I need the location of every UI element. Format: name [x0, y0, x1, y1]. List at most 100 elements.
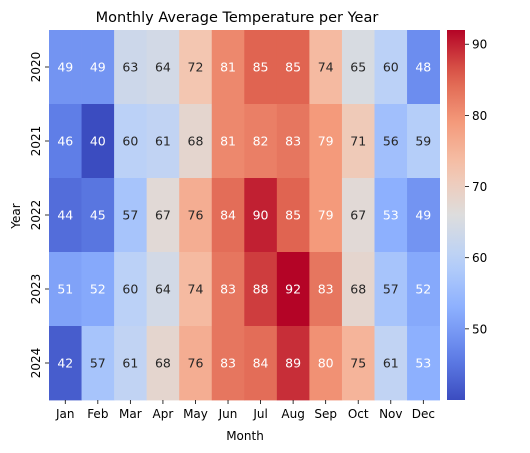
cell-value-label: 84	[220, 208, 236, 223]
heatmap-cell	[341, 104, 375, 179]
heatmap-cell	[81, 178, 115, 253]
heatmap-cell	[81, 30, 115, 105]
heatmap-cell	[276, 178, 310, 253]
heatmap-cell	[407, 104, 440, 179]
heatmap-cell	[374, 178, 408, 253]
heatmap-cell	[114, 178, 148, 253]
heatmap-cell	[276, 252, 310, 327]
heatmap-cell	[309, 104, 343, 179]
heatmap-cell	[49, 104, 82, 179]
heatmap-cell	[179, 178, 213, 253]
x-tick-label: Apr	[153, 407, 174, 421]
cell-value-label: 90	[253, 208, 269, 223]
heatmap-cell	[211, 326, 245, 401]
cell-value-label: 74	[318, 60, 334, 75]
heatmap-cell	[179, 30, 213, 105]
colorbar-tick-label: 70	[472, 180, 487, 194]
x-tick-label: Dec	[412, 407, 435, 421]
x-axis-label: Month	[226, 429, 264, 443]
heatmap-cell	[146, 326, 180, 401]
cell-value-label: 61	[383, 356, 399, 371]
heatmap-cell	[407, 30, 440, 105]
x-tick-label: Jun	[218, 407, 238, 421]
cell-value-label: 52	[415, 282, 431, 297]
heatmap-cell	[179, 252, 213, 327]
cell-value-label: 83	[285, 134, 301, 149]
cell-value-label: 79	[318, 208, 334, 223]
y-tick-label: 2024	[29, 348, 43, 379]
heatmap-cell	[374, 252, 408, 327]
cell-value-label: 89	[285, 356, 301, 371]
cell-value-label: 71	[350, 134, 366, 149]
cell-value-label: 75	[350, 356, 366, 371]
x-tick-label: May	[183, 407, 208, 421]
y-tick-label: 2020	[29, 52, 43, 83]
heatmap-cell	[309, 326, 343, 401]
heatmap-cell	[374, 326, 408, 401]
cell-value-label: 80	[318, 356, 334, 371]
heatmap-cell	[211, 104, 245, 179]
cell-value-label: 57	[90, 356, 106, 371]
y-tick-label: 2022	[29, 200, 43, 231]
colorbar: 50 60 70 80 90	[447, 30, 487, 400]
heatmap-cell	[49, 178, 82, 253]
heatmap-cell	[81, 104, 115, 179]
heatmap-cell	[114, 30, 148, 105]
heatmap-cell	[309, 30, 343, 105]
heatmap-cell	[341, 326, 375, 401]
cell-value-label: 60	[122, 134, 138, 149]
heatmap-cell	[146, 252, 180, 327]
heatmap-cell	[146, 104, 180, 179]
colorbar-tick-label: 50	[472, 322, 487, 336]
y-tick-label: 2023	[29, 274, 43, 305]
cell-value-label: 68	[188, 134, 204, 149]
heatmap-cell	[146, 30, 180, 105]
heatmap-cell	[244, 30, 278, 105]
y-axis-label: Year	[9, 203, 23, 229]
heatmap-cell	[81, 252, 115, 327]
y-tick-label: 2021	[29, 126, 43, 157]
cell-value-label: 48	[415, 60, 431, 75]
cell-value-label: 49	[57, 60, 73, 75]
cell-value-label: 64	[155, 282, 171, 297]
heatmap-cell	[244, 104, 278, 179]
cell-value-label: 42	[57, 356, 73, 371]
heatmap-cell	[374, 104, 408, 179]
heatmap-cell	[179, 326, 213, 401]
cell-value-label: 60	[383, 60, 399, 75]
cell-value-label: 61	[155, 134, 171, 149]
heatmap-cell	[244, 252, 278, 327]
cell-value-label: 46	[57, 134, 73, 149]
cell-value-label: 64	[155, 60, 171, 75]
x-tick-label: Sep	[314, 407, 337, 421]
cell-value-label: 72	[188, 60, 204, 75]
heatmap-cell	[309, 252, 343, 327]
x-ticks: Jan Feb Mar Apr May Jun Jul Aug Sep Oct Nov Dec	[55, 400, 435, 421]
heatmap-cell	[81, 326, 115, 401]
heatmap-cell	[341, 252, 375, 327]
cell-value-label: 76	[188, 208, 204, 223]
cell-value-label: 45	[90, 208, 106, 223]
heatmap-cell	[276, 104, 310, 179]
cell-value-label: 92	[285, 282, 301, 297]
cell-value-label: 84	[253, 356, 269, 371]
chart-title: Monthly Average Temperature per Year	[96, 10, 379, 26]
heatmap-cell	[49, 326, 82, 401]
heatmap-cell	[146, 178, 180, 253]
cell-value-label: 88	[253, 282, 269, 297]
cell-value-label: 74	[188, 282, 204, 297]
heatmap-cell	[114, 326, 148, 401]
cell-value-label: 40	[90, 134, 106, 149]
cell-value-label: 67	[350, 208, 366, 223]
cell-value-label: 56	[383, 134, 399, 149]
heatmap-cell	[49, 30, 82, 105]
heatmap-cell	[407, 252, 440, 327]
cell-value-label: 53	[415, 356, 431, 371]
cell-value-label: 68	[155, 356, 171, 371]
heatmap-cell	[211, 252, 245, 327]
heatmap-cell	[211, 178, 245, 253]
heatmap-cell	[276, 30, 310, 105]
x-tick-label: Mar	[119, 407, 142, 421]
heatmap-cell	[211, 30, 245, 105]
